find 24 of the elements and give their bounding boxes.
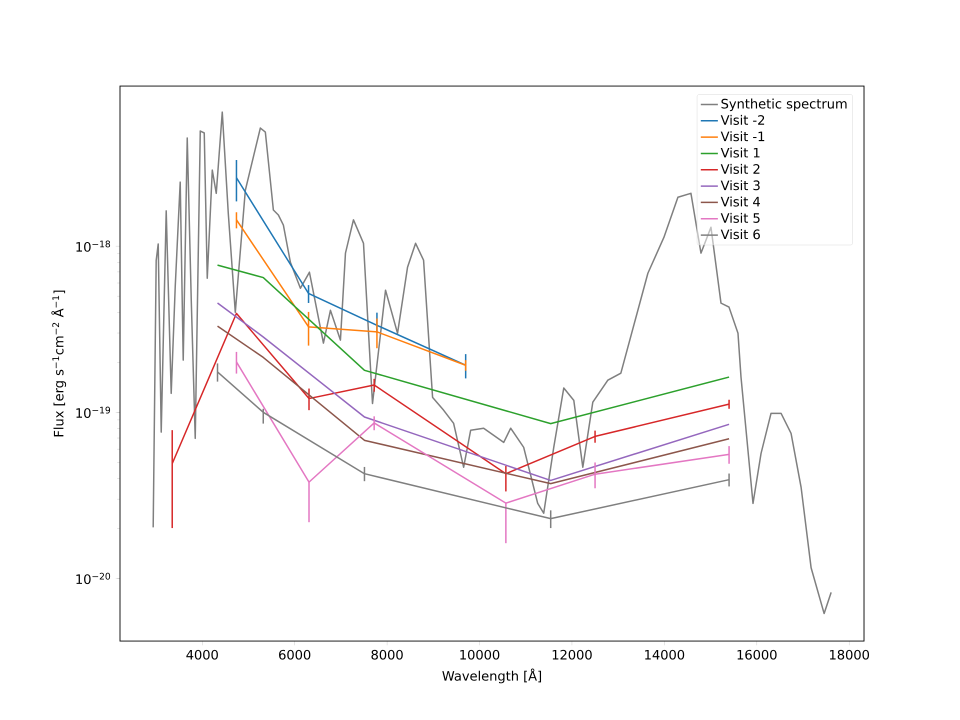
x-tick-label: 4000 [186, 650, 218, 660]
legend-label: Visit 2 [720, 164, 760, 174]
x-tick-label: 16000 [738, 650, 777, 660]
legend-label: Synthetic spectrum [721, 98, 847, 112]
legend-label: Visit 5 [720, 212, 760, 223]
legend-label: Visit -1 [720, 131, 764, 142]
x-axis-title: Wavelength [Å] [442, 668, 542, 684]
y-tick-label: 10$^{−19}$ [76, 406, 110, 418]
y-axis-title: Flux [erg s$^{−1}$cm$^{−2}$ Å$^{−1}$] [51, 290, 66, 436]
legend-label: Visit 4 [720, 196, 760, 207]
line-series [152, 111, 832, 614]
x-tick-label: 6000 [279, 650, 310, 660]
x-tick-label: 14000 [645, 650, 684, 660]
line-series [216, 264, 730, 424]
legend-label: Visit 1 [720, 148, 760, 158]
legend-label: Visit 6 [720, 229, 760, 240]
legend-label: Visit -2 [720, 114, 764, 125]
x-tick-label: 8000 [371, 650, 403, 660]
x-tick-label: 12000 [552, 650, 592, 660]
legend-label: Visit 3 [720, 180, 760, 190]
y-tick-label: 10$^{−18}$ [76, 240, 110, 252]
x-tick-label: 10000 [460, 650, 500, 660]
x-tick-label: 18000 [830, 650, 870, 660]
y-tick-label: 10$^{−20}$ [76, 572, 110, 584]
